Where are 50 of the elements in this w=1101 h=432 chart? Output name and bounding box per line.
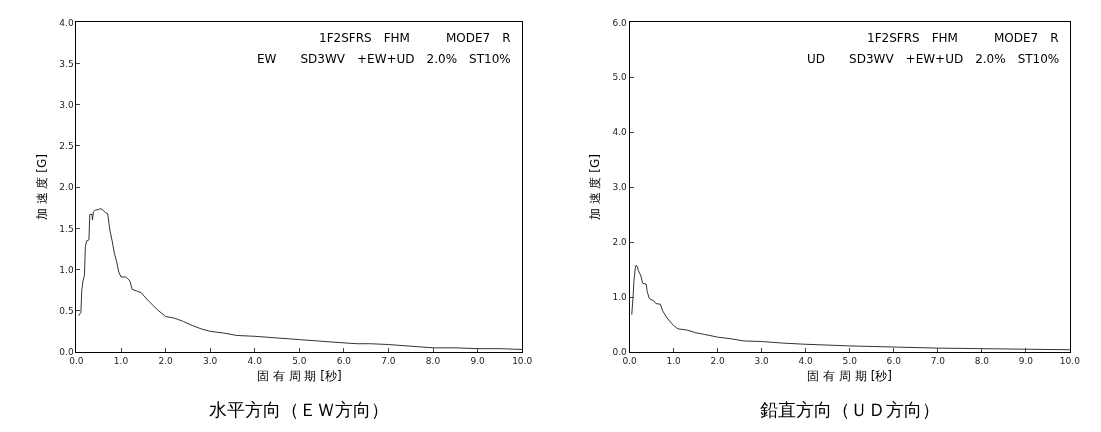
annotation: 1F2SFRS FHM MODE7 R [867,31,1059,45]
y-tick-label: 4.0 [59,17,74,28]
y-tick-label: 1.5 [59,223,74,234]
line-series [78,208,523,350]
x-tick-label: 8.0 [425,355,441,366]
x-tick-label: 4.0 [798,355,814,366]
line-series [631,264,1070,351]
text: 鉛直方向（ＵＤ方向） [760,399,940,420]
x-axis-title: 固 有 周 期 [秒] [256,368,342,383]
y-tick-label: 6.0 [612,17,628,28]
y-axis-title: 加 速 度 [G] [34,154,49,221]
y-tick-label: 3.0 [612,182,628,193]
y-tick-label: 5.0 [612,72,628,83]
y-tick-label: 0.5 [59,305,74,316]
x-tick-label: 10.0 [512,355,533,366]
annotation: EW SD3WV +EW+UD 2.0% ST10% [257,52,511,66]
x-tick-label: 7.0 [381,355,396,366]
x-tick-label: 0.0 [69,355,84,366]
y-tick-label: 2.0 [59,182,74,193]
x-tick-label: 5.0 [292,355,307,366]
y-tick-label: 0.0 [59,347,74,358]
x-tick-label: 2.0 [710,355,726,366]
x-tick-label: 0.0 [622,355,637,366]
y-tick-label: 1.0 [59,264,74,275]
x-tick-label: 3.0 [202,355,218,366]
x-tick-label: 6.0 [886,355,902,366]
y-tick-label: 3.0 [59,99,74,110]
annotation: 1F2SFRS FHM MODE7 R [319,31,511,45]
y-tick-label: 1.0 [612,292,628,303]
x-tick-label: 5.0 [842,355,858,366]
annotation: UD SD3WV +EW+UD 2.0% ST10% [807,52,1060,66]
y-tick-label: 2.5 [59,141,74,152]
x-tick-label: 2.0 [158,355,173,366]
x-tick-label: 1.0 [666,355,681,366]
text: 水平方向（ＥＷ方向） [209,399,389,420]
x-tick-label: 9.0 [1018,355,1034,366]
x-tick-label: 9.0 [470,355,485,366]
x-tick-label: 10.0 [1059,355,1081,366]
y-tick-label: 3.5 [59,58,74,69]
y-axis-title: 加 速 度 [G] [587,154,602,221]
x-tick-label: 8.0 [974,355,990,366]
x-tick-label: 6.0 [336,355,352,366]
y-tick-label: 0.0 [612,347,628,358]
x-axis-title: 固 有 周 期 [秒] [807,368,893,383]
x-tick-label: 7.0 [930,355,946,366]
y-tick-label: 4.0 [612,127,628,138]
x-tick-label: 4.0 [247,355,263,366]
y-tick-label: 2.0 [612,237,628,248]
x-tick-label: 1.0 [113,355,129,366]
x-tick-label: 3.0 [754,355,770,366]
